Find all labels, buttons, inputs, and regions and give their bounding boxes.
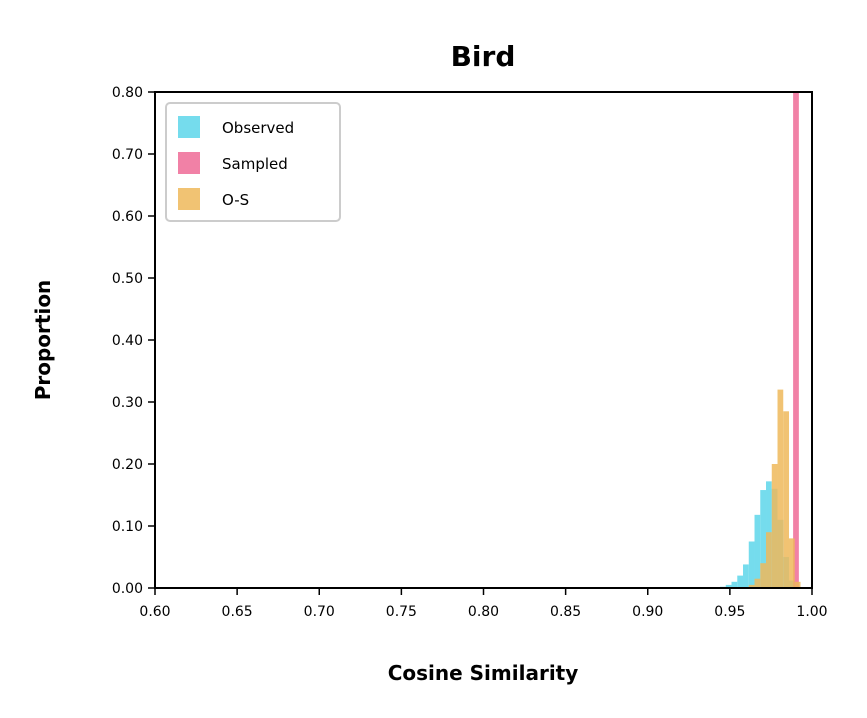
bar-o-s-8	[794, 581, 801, 588]
y-axis-title: Proportion	[31, 280, 55, 401]
bar-o-s-2	[760, 563, 767, 588]
x-tick-label: 0.80	[468, 604, 499, 620]
x-tick-label: 0.85	[550, 604, 581, 620]
y-tick-label: 0.50	[112, 271, 143, 287]
legend-frame	[165, 102, 341, 222]
bar-o-s-3	[766, 532, 772, 588]
y-tick-label: 0.60	[112, 209, 143, 225]
bar-observed-1	[725, 584, 732, 588]
bar-o-s-0	[748, 584, 755, 588]
series-o-s	[748, 389, 801, 588]
legend-label: O-S	[222, 191, 249, 209]
bar-o-s-6	[783, 411, 790, 588]
bar-observed-4	[743, 564, 749, 588]
y-tick-label: 0.00	[112, 581, 143, 597]
legend-swatch	[178, 152, 200, 174]
plot-area	[720, 92, 801, 588]
y-axis: 0.00 0.10 0.20 0.30 0.40 0.50 0.60 0.70 0.80	[112, 85, 155, 597]
x-tick-label: 0.95	[714, 604, 745, 620]
bar-observed-3	[737, 575, 744, 588]
x-tick-label: 1.00	[796, 604, 827, 620]
bar-observed-7	[760, 490, 767, 588]
y-tick-label: 0.30	[112, 395, 143, 411]
y-tick-label: 0.20	[112, 457, 143, 473]
x-tick-label: 0.60	[139, 604, 170, 620]
bar-sampled-0	[793, 92, 799, 588]
y-tick-label: 0.10	[112, 519, 143, 535]
x-tick-label: 0.90	[632, 604, 663, 620]
legend: Observed Sampled O-S	[165, 102, 341, 222]
bar-o-s-7	[789, 538, 795, 588]
plot-frame	[154, 91, 813, 589]
legend-swatch	[178, 188, 200, 210]
series-sampled	[793, 92, 799, 588]
chart-title: Bird	[451, 40, 516, 73]
x-tick-label: 0.70	[304, 604, 335, 620]
x-axis-title: Cosine Similarity	[388, 661, 579, 685]
y-tick-label: 0.80	[112, 85, 143, 101]
bar-o-s-5	[777, 389, 784, 588]
bar-observed-6	[754, 514, 761, 588]
y-tick-label: 0.40	[112, 333, 143, 349]
bar-o-s-1	[754, 578, 761, 588]
x-tick-label: 0.65	[222, 604, 253, 620]
bar-observed-5	[748, 541, 755, 588]
bar-o-s-4	[771, 464, 778, 588]
x-axis: 0.60 0.65 0.70 0.75 0.80 0.85 0.90 0.95 1.00	[139, 588, 828, 620]
y-tick-label: 0.70	[112, 147, 143, 163]
bar-observed-2	[731, 581, 738, 588]
x-tick-label: 0.75	[386, 604, 417, 620]
legend-swatch	[178, 116, 200, 138]
legend-label: Sampled	[222, 155, 288, 173]
legend-label: Observed	[222, 119, 294, 137]
